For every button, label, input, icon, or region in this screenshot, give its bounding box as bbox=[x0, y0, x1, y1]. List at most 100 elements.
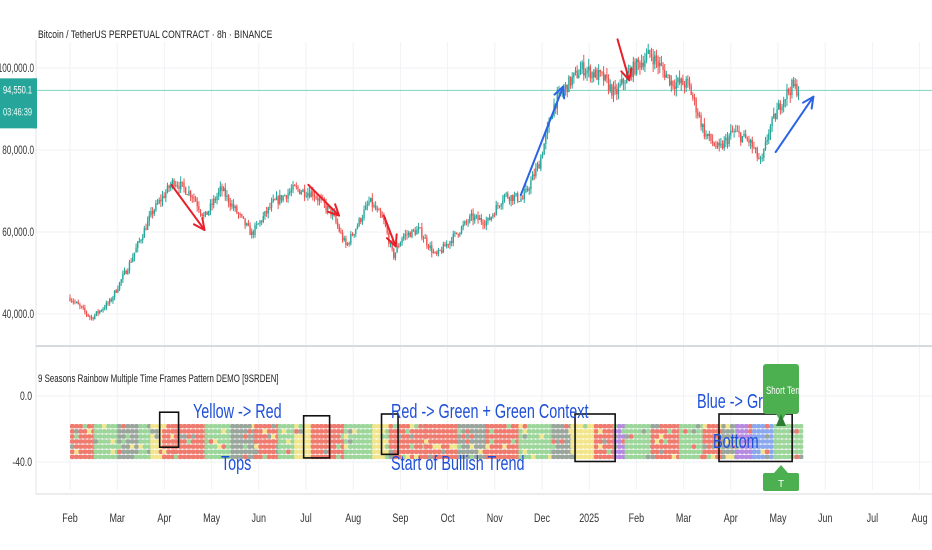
ribbon-cell bbox=[706, 444, 712, 449]
candle-body bbox=[389, 242, 392, 245]
ribbon-cell bbox=[461, 444, 466, 449]
ribbon-cell bbox=[401, 449, 406, 454]
ribbon-cell bbox=[162, 449, 167, 454]
candle-body bbox=[581, 62, 583, 69]
candle-body bbox=[756, 147, 758, 158]
ribbon-cell bbox=[671, 439, 677, 444]
ribbon-cell bbox=[457, 439, 462, 444]
ribbon-cell bbox=[555, 429, 561, 434]
candle-body bbox=[346, 243, 349, 245]
ribbon-cell bbox=[78, 439, 84, 444]
candle-body bbox=[335, 215, 337, 223]
candle-body bbox=[654, 55, 656, 65]
candle-body bbox=[687, 79, 689, 81]
ribbon-cell bbox=[551, 454, 556, 460]
ribbon-cell bbox=[752, 449, 757, 454]
ribbon-cell bbox=[702, 429, 708, 434]
ribbon-cell bbox=[752, 444, 757, 449]
rainbow-ribbon bbox=[70, 424, 804, 460]
ribbon-cell bbox=[117, 434, 122, 439]
ribbon-cell bbox=[663, 439, 668, 444]
candle-body bbox=[338, 226, 340, 232]
candle-body bbox=[441, 250, 443, 253]
ribbon-cell bbox=[294, 424, 299, 429]
candle-body bbox=[447, 244, 450, 246]
ribbon-cell bbox=[493, 449, 499, 454]
ribbon-cell bbox=[166, 429, 171, 434]
ribbon-cell bbox=[531, 429, 536, 434]
ribbon-cell bbox=[213, 434, 218, 439]
ribbon-cell bbox=[683, 424, 688, 429]
ribbon-cell bbox=[489, 439, 495, 444]
ribbon-cell bbox=[678, 424, 684, 429]
candle-body bbox=[255, 224, 258, 226]
ribbon-cell bbox=[428, 429, 433, 434]
ribbon-cell bbox=[290, 444, 295, 449]
ribbon-cell bbox=[225, 449, 231, 454]
pattern-boxes bbox=[158, 411, 793, 463]
ribbon-cell bbox=[102, 429, 107, 434]
ribbon-cell bbox=[756, 439, 761, 444]
ribbon-cell bbox=[667, 449, 673, 454]
candle-body bbox=[720, 143, 722, 146]
ribbon-cell bbox=[298, 449, 303, 454]
ribbon-cell bbox=[74, 424, 79, 429]
ribbon-cell bbox=[424, 454, 429, 460]
ribbon-cell bbox=[331, 439, 337, 444]
ribbon-cell bbox=[93, 439, 99, 444]
ribbon-cell bbox=[277, 434, 283, 439]
ribbon-cell bbox=[583, 454, 588, 460]
candle-body bbox=[135, 247, 137, 253]
candle-body bbox=[407, 232, 410, 235]
ribbon-cell bbox=[671, 444, 677, 449]
ribbon-cell bbox=[578, 444, 584, 449]
ribbon-cell bbox=[764, 454, 770, 460]
ribbon-cell bbox=[465, 454, 471, 460]
ribbon-cell bbox=[593, 444, 599, 449]
ribbon-cell bbox=[331, 424, 337, 429]
ribbon-cell bbox=[372, 454, 377, 460]
ribbon-cell bbox=[129, 454, 135, 460]
ribbon-cell bbox=[142, 434, 148, 439]
ribbon-cell bbox=[243, 439, 248, 444]
ribbon-cell bbox=[106, 434, 111, 439]
candle-body bbox=[89, 316, 91, 318]
ribbon-cell bbox=[166, 449, 171, 454]
ribbon-cell bbox=[465, 429, 471, 434]
candle-body bbox=[621, 78, 623, 84]
ribbon-cell bbox=[485, 434, 490, 439]
ribbon-cell bbox=[234, 449, 240, 454]
ribbon-cell bbox=[173, 439, 179, 444]
ribbon-cell bbox=[506, 454, 512, 460]
ribbon-cell bbox=[564, 434, 569, 439]
ribbon-cell bbox=[405, 434, 411, 439]
ribbon-cell bbox=[663, 444, 668, 449]
candle-body bbox=[92, 317, 94, 319]
ribbon-cell bbox=[182, 449, 187, 454]
ribbon-cell bbox=[217, 449, 222, 454]
time-tick-label: Sep bbox=[392, 512, 408, 526]
candle-body bbox=[748, 139, 750, 143]
ribbon-cell bbox=[559, 429, 565, 434]
ribbon-cell bbox=[633, 424, 638, 429]
candle-body bbox=[743, 133, 745, 137]
candle-body bbox=[74, 301, 76, 303]
ribbon-cell bbox=[182, 454, 187, 460]
ribbon-cell bbox=[266, 439, 272, 444]
ribbon-cell bbox=[531, 444, 536, 449]
ribbon-cell bbox=[748, 439, 753, 444]
short-term-label: Short Term bbox=[766, 385, 805, 398]
ribbon-cell bbox=[449, 434, 455, 439]
ribbon-cell bbox=[578, 434, 584, 439]
candle-body bbox=[393, 248, 395, 258]
ribbon-cell bbox=[182, 434, 187, 439]
ribbon-cell bbox=[764, 434, 770, 439]
ribbon-cell bbox=[97, 454, 103, 460]
label-bottom: Bottom bbox=[713, 430, 759, 453]
ribbon-cell bbox=[238, 444, 244, 449]
ribbon-cell bbox=[102, 434, 107, 439]
ribbon-cell bbox=[587, 454, 592, 460]
ribbon-cell bbox=[702, 454, 708, 460]
ribbon-cell bbox=[493, 434, 499, 439]
ribbon-cell bbox=[555, 444, 561, 449]
